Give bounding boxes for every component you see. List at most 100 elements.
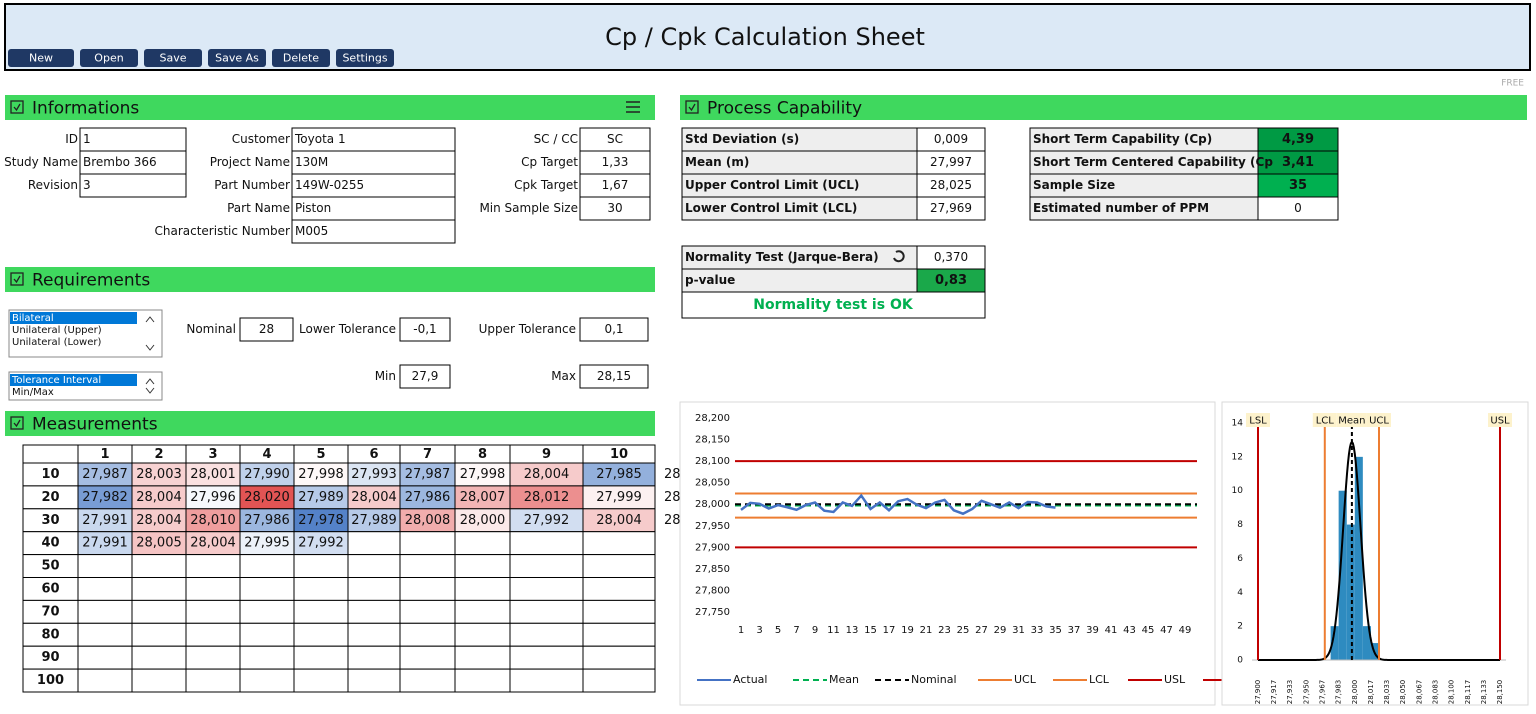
x-tick-label: 1: [738, 625, 744, 636]
list-option[interactable]: Unilateral (Upper): [12, 325, 102, 336]
field-label: ID: [65, 132, 78, 146]
table-cell: [239, 554, 295, 578]
list-option[interactable]: Unilateral (Lower): [12, 337, 101, 348]
table-cell: [77, 645, 133, 670]
x-tick-label: 25: [957, 625, 970, 636]
field-label: Lower Tolerance: [299, 322, 396, 336]
row-header: 80: [41, 627, 59, 642]
x-tick-label: 33: [1031, 625, 1044, 636]
button[interactable]: [144, 49, 202, 67]
y-tick-label: 0: [1237, 656, 1243, 666]
y-tick-label: 27,800: [695, 585, 730, 596]
table-cell: [454, 577, 511, 601]
x-tick-label: 37: [1068, 625, 1081, 636]
section-checkbox: [10, 100, 24, 114]
table-cell: [131, 577, 187, 601]
bar: [1338, 490, 1347, 660]
field-label: Project Name: [210, 155, 290, 169]
table-cell: [582, 577, 656, 601]
x-tick-label: 28,017: [1367, 680, 1375, 705]
x-tick-label: 27,933: [1286, 680, 1294, 705]
measurement: 27,998: [298, 467, 344, 482]
y-tick-label: 27,900: [695, 542, 730, 553]
field-box: [579, 196, 651, 221]
x-tick-label: 21: [920, 625, 933, 636]
normality-result: Normality test is OK: [753, 297, 914, 313]
column-header: 9: [542, 447, 551, 462]
list-option[interactable]: Min/Max: [12, 387, 54, 398]
button[interactable]: [80, 49, 138, 67]
field-box: [79, 127, 187, 152]
button-label: Settings: [342, 52, 387, 65]
button[interactable]: [336, 49, 394, 67]
x-tick-label: 28,133: [1480, 680, 1488, 705]
section-bar: [5, 267, 655, 292]
y-tick-label: 27,950: [695, 521, 730, 532]
measurement: 27,989: [298, 490, 344, 505]
reference-label-box: [1367, 413, 1391, 427]
y-tick-label: 28,000: [695, 499, 730, 510]
field-label: Max: [551, 369, 576, 383]
column-header: 8: [478, 447, 487, 462]
x-tick-label: 5: [775, 625, 781, 636]
section-checkbox: [10, 416, 24, 430]
table-cell: [293, 622, 349, 647]
x-tick-label: 11: [827, 625, 840, 636]
table-cell: [582, 622, 656, 647]
measurement: 27,996: [190, 490, 236, 505]
button-label: Open: [94, 52, 123, 65]
x-tick-label: 43: [1123, 625, 1136, 636]
button[interactable]: [208, 49, 266, 67]
x-tick-label: 27,983: [1335, 680, 1343, 705]
measurement: 28,007: [460, 490, 506, 505]
button[interactable]: [8, 49, 74, 67]
field-value: 1,33: [602, 155, 629, 169]
table-cell: [582, 531, 656, 556]
field-value: SC: [607, 132, 623, 146]
stat-value: 0,83: [935, 273, 967, 288]
page-title: Cp / Cpk Calculation Sheet: [605, 23, 925, 51]
table-cell: [399, 645, 456, 670]
legend-label: Mean: [829, 673, 859, 686]
measurement: 27,985: [596, 467, 642, 482]
button-label: Save: [159, 52, 186, 65]
x-tick-label: 27: [975, 625, 988, 636]
x-tick-label: 28,083: [1431, 680, 1439, 705]
list-option[interactable]: Bilateral: [12, 313, 54, 324]
section-title: Requirements: [32, 271, 150, 291]
table-cell: [293, 668, 349, 693]
column-header: 2: [154, 447, 163, 462]
value-cell: [916, 196, 986, 221]
measurement: 27,993: [351, 467, 397, 482]
measurement: 27,987: [82, 467, 128, 482]
x-tick-label: 28,150: [1496, 680, 1504, 705]
measurement: 27,982: [82, 490, 128, 505]
table-cell: [582, 645, 656, 670]
list-option[interactable]: Tolerance Interval: [11, 375, 101, 386]
table-cell: [582, 599, 656, 624]
reference-label-box: [1336, 413, 1367, 427]
x-tick-label: 39: [1086, 625, 1099, 636]
table-cell: [399, 668, 456, 693]
column-header: 4: [262, 447, 271, 462]
y-tick-label: 8: [1237, 520, 1243, 530]
table-cell: [131, 668, 187, 693]
table-cell: [509, 531, 584, 556]
check-icon: [688, 103, 696, 112]
field-label: Part Name: [227, 201, 290, 215]
section-bar: [5, 95, 655, 120]
table-cell: [454, 622, 511, 647]
table-cell: [509, 554, 584, 578]
reference-label: USL: [1490, 416, 1510, 427]
column-header: 10: [610, 447, 628, 462]
row-header: 50: [41, 559, 59, 574]
legend-label: Actual: [733, 673, 767, 686]
x-tick-label: 27,917: [1270, 680, 1278, 705]
field-value: 1: [83, 132, 91, 146]
list-selected: [10, 374, 137, 386]
measurement: 27,986: [244, 513, 290, 528]
stat-label: Sample Size: [1033, 178, 1115, 192]
button[interactable]: [272, 49, 330, 67]
reference-label: UCL: [1369, 416, 1389, 427]
table-cell: [582, 554, 656, 578]
